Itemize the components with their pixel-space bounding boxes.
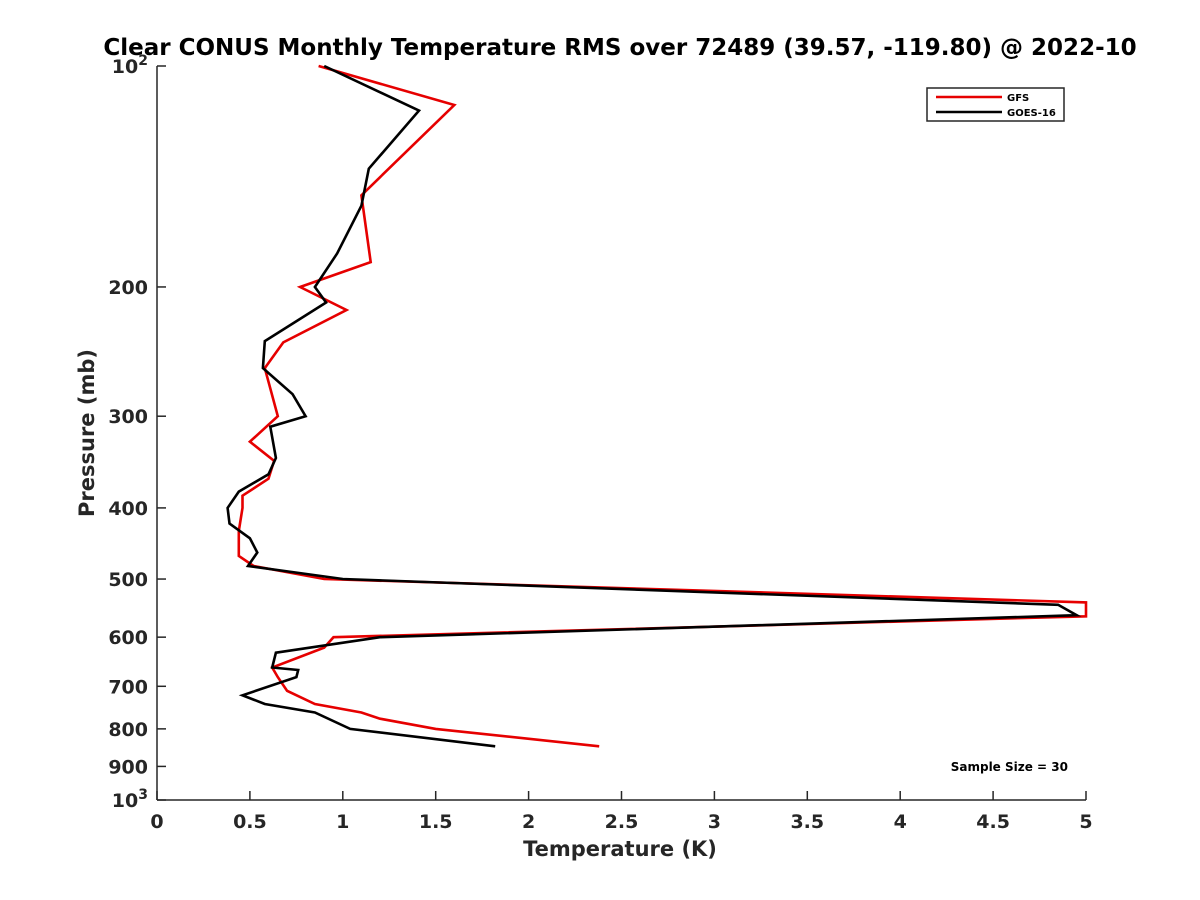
legend-box (926, 87, 1065, 122)
data-series (226, 64, 1088, 748)
y-tick-label-base: 700 (108, 676, 148, 698)
y-tick-label: 600 (108, 627, 148, 649)
y-tick-label-base: 200 (108, 277, 148, 299)
y-axis-label: Pressure (mb) (75, 349, 99, 517)
series-line-gfs (237, 64, 1088, 748)
axes: 0 0.5 1 1.5 2 2.5 3 3.5 4 4.5 51022003004005006007… (108, 53, 1092, 833)
x-tick-label: 0 (150, 811, 163, 833)
y-tick-label: 900 (108, 756, 148, 778)
x-tick-label: 3 (708, 811, 721, 833)
x-tick-label: 1.5 (419, 811, 453, 833)
y-tick-label-base: 600 (108, 627, 148, 649)
x-tick-label: 4 (894, 811, 907, 833)
y-tick-label-base: 500 (108, 569, 148, 591)
x-tick-label: 2.5 (605, 811, 639, 833)
y-tick-label: 200 (108, 277, 148, 299)
y-tick-label: 500 (108, 569, 148, 591)
y-tick-label-exponent: 2 (138, 53, 148, 69)
y-tick-label-base: 400 (108, 498, 148, 520)
legend-label-goes-16: GOES-16 (1007, 108, 1056, 119)
x-tick-label: 1 (336, 811, 349, 833)
y-tick-label: 102 (112, 53, 148, 78)
x-axis-label: Temperature (K) (523, 837, 717, 861)
x-tick-label: 5 (1079, 811, 1092, 833)
y-tick-label-exponent: 3 (138, 787, 148, 803)
y-tick-label: 700 (108, 676, 148, 698)
series-line-goes-16 (226, 64, 1082, 748)
x-tick-label: 3.5 (790, 811, 824, 833)
y-tick-label: 400 (108, 498, 148, 520)
y-tick-label-base: 10 (112, 56, 138, 78)
y-tick-label-base: 800 (108, 719, 148, 741)
y-tick-label-base: 10 (112, 790, 138, 812)
y-tick-label: 800 (108, 719, 148, 741)
sample-size-annotation: Sample Size = 30 (951, 760, 1068, 774)
x-tick-label: 0.5 (233, 811, 267, 833)
x-tick-label: 2 (522, 811, 535, 833)
y-tick-label-base: 300 (108, 406, 148, 428)
x-tick-label: 4.5 (976, 811, 1010, 833)
legend-label-gfs: GFS (1007, 93, 1029, 104)
legend: GFS GOES-16 (926, 87, 1065, 122)
y-tick-label: 300 (108, 406, 148, 428)
y-tick-label: 103 (112, 787, 148, 812)
y-tick-label-base: 900 (108, 756, 148, 778)
chart-title: Clear CONUS Monthly Temperature RMS over… (103, 35, 1136, 61)
